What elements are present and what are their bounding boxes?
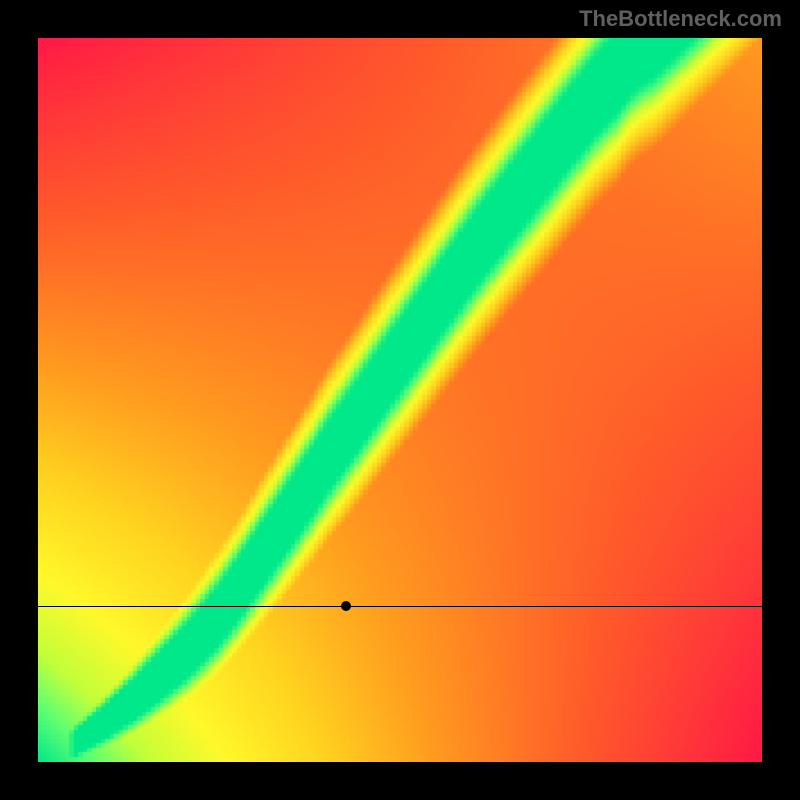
- watermark-text: TheBottleneck.com: [579, 6, 782, 32]
- crosshair-horizontal: [38, 606, 762, 607]
- heatmap-plot: [38, 38, 762, 762]
- heatmap-canvas: [38, 38, 762, 762]
- crosshair-marker: [341, 601, 351, 611]
